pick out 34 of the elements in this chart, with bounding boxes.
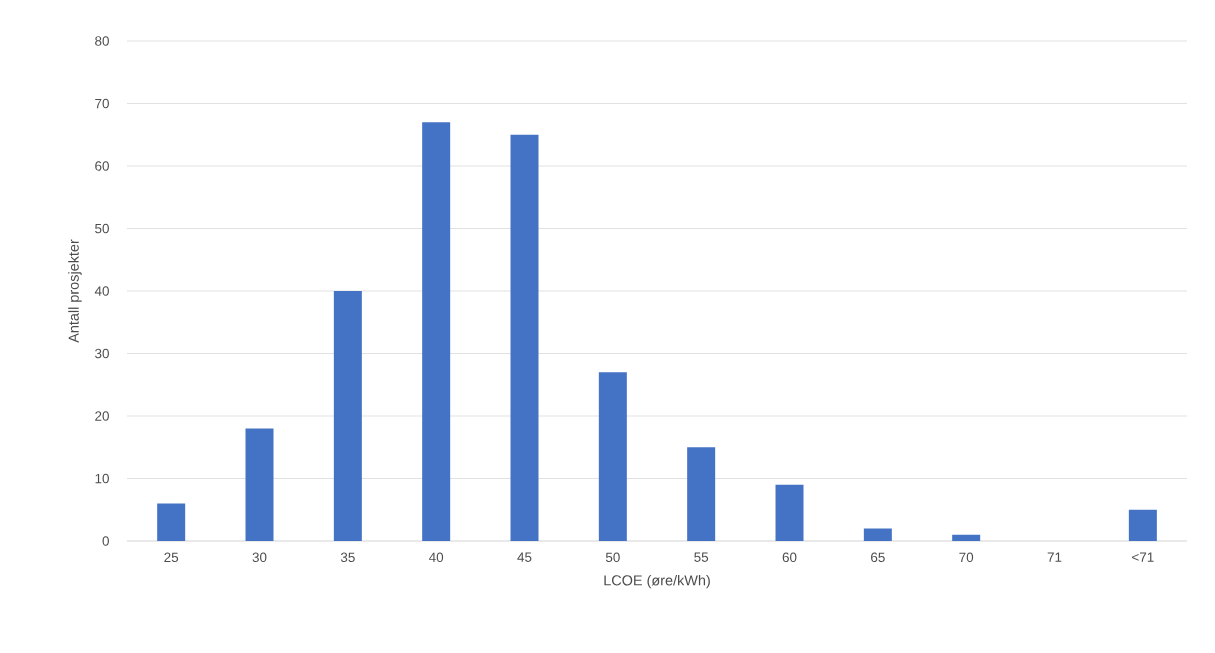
bar bbox=[422, 122, 451, 541]
x-tick-label: 45 bbox=[517, 552, 532, 562]
bar bbox=[775, 484, 804, 541]
y-tick-label: 30 bbox=[95, 348, 109, 359]
x-tick-label: 30 bbox=[252, 552, 267, 563]
x-tick-label: 71 bbox=[1047, 552, 1062, 562]
bar bbox=[333, 291, 362, 541]
x-tick-label: 25 bbox=[164, 552, 179, 563]
y-tick-label: 70 bbox=[95, 98, 109, 109]
bar bbox=[245, 428, 274, 541]
x-tick-label: 60 bbox=[782, 552, 797, 563]
y-tick-label: 20 bbox=[95, 411, 109, 421]
bar bbox=[687, 447, 716, 541]
bar bbox=[1128, 509, 1157, 541]
y-tick-label: 0 bbox=[102, 536, 109, 546]
bar bbox=[952, 534, 981, 541]
bar bbox=[863, 528, 892, 541]
y-tick-label: 60 bbox=[95, 161, 109, 171]
bar bbox=[510, 134, 539, 541]
x-axis-title: LCOE (øre/kWh) bbox=[604, 574, 710, 589]
x-tick-label: 65 bbox=[871, 552, 885, 563]
y-tick-label: 80 bbox=[95, 36, 109, 46]
x-tick-label: <71 bbox=[1132, 552, 1154, 562]
x-tick-label: 40 bbox=[429, 552, 444, 563]
y-axis-title: Antall prosjekter bbox=[68, 239, 82, 343]
y-tick-label: 10 bbox=[95, 473, 109, 484]
bar bbox=[157, 503, 186, 541]
x-tick-label: 35 bbox=[340, 552, 355, 563]
x-tick-label: 50 bbox=[605, 552, 620, 563]
y-tick-label: 40 bbox=[94, 286, 109, 296]
x-tick-label: 55 bbox=[694, 552, 709, 562]
bar bbox=[598, 372, 627, 541]
y-tick-label: 50 bbox=[95, 223, 109, 234]
x-tick-label: 70 bbox=[959, 552, 974, 563]
